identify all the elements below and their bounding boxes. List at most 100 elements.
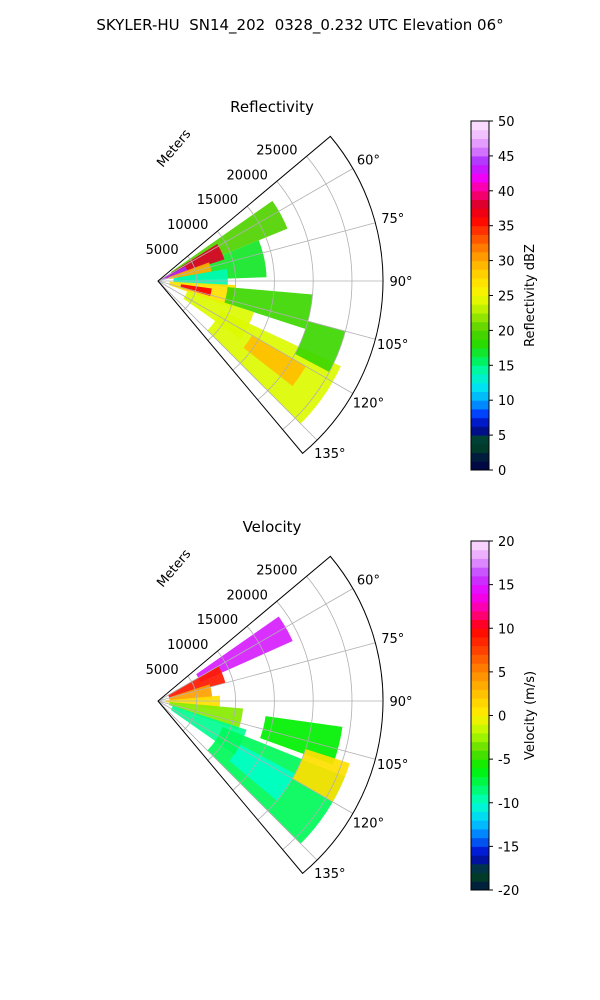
colorbar-segment <box>471 741 489 751</box>
data-cell <box>243 335 306 387</box>
colorbar-segment <box>471 129 489 139</box>
colorbar: 0 5 10 15 20 25 30 35 40 45 50 Reflectivity dBZ <box>470 115 538 479</box>
colorbar-segment <box>471 636 489 647</box>
colorbar-segment <box>471 610 489 621</box>
radial-gridline <box>207 230 236 341</box>
azimuth-tick-label: 120° <box>353 397 384 412</box>
azimuth-gridline <box>157 222 376 282</box>
colorbar-segment <box>471 881 489 891</box>
colorbar-segment <box>471 312 489 323</box>
colorbar-segment <box>471 374 489 384</box>
azimuth-tick-label: 90° <box>389 695 412 710</box>
data-cell <box>196 616 293 683</box>
colorbar-segment <box>471 339 489 349</box>
colorbar-segment <box>471 541 489 551</box>
colorbar-segment <box>471 767 489 778</box>
colorbar-segment <box>471 628 489 638</box>
colorbar-segment <box>471 304 489 314</box>
colorbar-tick-label: -10 <box>498 797 519 812</box>
colorbar-segment <box>471 645 489 655</box>
colorbar-segment <box>471 698 489 708</box>
colorbar-tick-label: 50 <box>498 115 515 130</box>
colorbar-segment <box>471 567 489 577</box>
colorbar-segment <box>471 732 489 743</box>
colorbar-segment <box>471 417 489 427</box>
colorbar-tick-label: 30 <box>498 255 515 270</box>
figure-title: SKYLER-HU SN14_202 0328_0.232 UTC Elevat… <box>96 16 504 34</box>
colorbar-segment <box>471 558 489 568</box>
colorbar-segment <box>471 356 489 366</box>
azimuth-gridline <box>157 280 318 441</box>
colorbar-label: Reflectivity dBZ <box>523 244 538 347</box>
colorbar-segment <box>471 408 489 419</box>
colorbar-segment <box>471 234 489 244</box>
colorbar-tick-label: 45 <box>498 150 515 165</box>
colorbar-segment <box>471 260 489 270</box>
colorbar-tick-label: 15 <box>498 579 515 594</box>
azimuth-tick-label: 60° <box>357 154 380 169</box>
colorbar-segment <box>471 138 489 148</box>
colorbar-segment <box>471 295 489 305</box>
radial-tick-label: 15000 <box>197 193 238 208</box>
azimuth-tick-label: 90° <box>389 275 412 290</box>
radial-gridline <box>232 205 275 371</box>
colorbar-segment <box>471 802 489 812</box>
colorbar-tick-label: 5 <box>498 666 506 681</box>
radial-axis-label: Meters <box>154 547 194 591</box>
colorbar-tick-label: 20 <box>498 324 515 339</box>
colorbar-segment <box>471 811 489 821</box>
colorbar-tick-label: 10 <box>498 622 515 637</box>
radial-tick-label: 25000 <box>256 143 297 158</box>
colorbar-segment <box>471 794 489 804</box>
radial-gridline <box>207 650 236 761</box>
data-cell <box>229 744 296 801</box>
radial-tick-label: 20000 <box>227 588 268 603</box>
azimuth-tick-label: 75° <box>381 212 404 227</box>
colorbar-segment <box>471 382 489 392</box>
plot-title: Velocity <box>243 518 302 536</box>
colorbar-segment <box>471 155 489 166</box>
colorbar-segment <box>471 680 489 690</box>
colorbar-tick-label: -20 <box>498 884 519 899</box>
azimuth-gridline <box>157 588 354 702</box>
reflectivity-panel: Reflectivity60°75°90°105°120°135°5000100… <box>146 98 538 479</box>
radial-tick-label: 25000 <box>256 563 297 578</box>
colorbar-segment <box>471 330 489 340</box>
data-cell <box>292 748 350 802</box>
colorbar-tick-label: 0 <box>498 464 506 479</box>
radial-gridline <box>232 625 275 791</box>
data-cell <box>168 666 226 698</box>
azimuth-tick-label: 60° <box>357 574 380 589</box>
colorbar-segment <box>471 724 489 734</box>
colorbar-segment <box>471 715 489 725</box>
plot-title: Reflectivity <box>230 98 314 116</box>
colorbar-segment <box>471 785 489 795</box>
colorbar-label: Velocity (m/s) <box>523 671 538 760</box>
azimuth-gridline <box>157 168 354 282</box>
plot-frame <box>157 135 384 455</box>
azimuth-tick-label: 120° <box>353 817 384 832</box>
colorbar-segment <box>471 584 489 594</box>
colorbar-segment <box>471 347 489 358</box>
colorbar-segment <box>471 828 489 839</box>
colorbar-segment <box>471 278 489 288</box>
colorbar-segment <box>471 575 489 586</box>
colorbar-segment <box>471 173 489 183</box>
azimuth-gridline <box>157 642 376 702</box>
colorbar-segment <box>471 759 489 769</box>
colorbar-segment <box>471 286 489 296</box>
azimuth-tick-label: 105° <box>377 338 408 353</box>
colorbar-segment <box>471 549 489 559</box>
radial-tick-label: 10000 <box>167 638 208 653</box>
colorbar-segment <box>471 750 489 760</box>
plot-frame <box>157 555 384 875</box>
colorbar-segment <box>471 846 489 856</box>
colorbar-segment <box>471 663 489 673</box>
colorbar-segment <box>471 321 489 331</box>
colorbar-segment <box>471 426 489 436</box>
colorbar-tick-label: 35 <box>498 220 515 235</box>
radial-tick-label: 15000 <box>197 613 238 628</box>
colorbar-tick-label: 40 <box>498 185 515 200</box>
radial-tick-label: 5000 <box>146 663 179 678</box>
